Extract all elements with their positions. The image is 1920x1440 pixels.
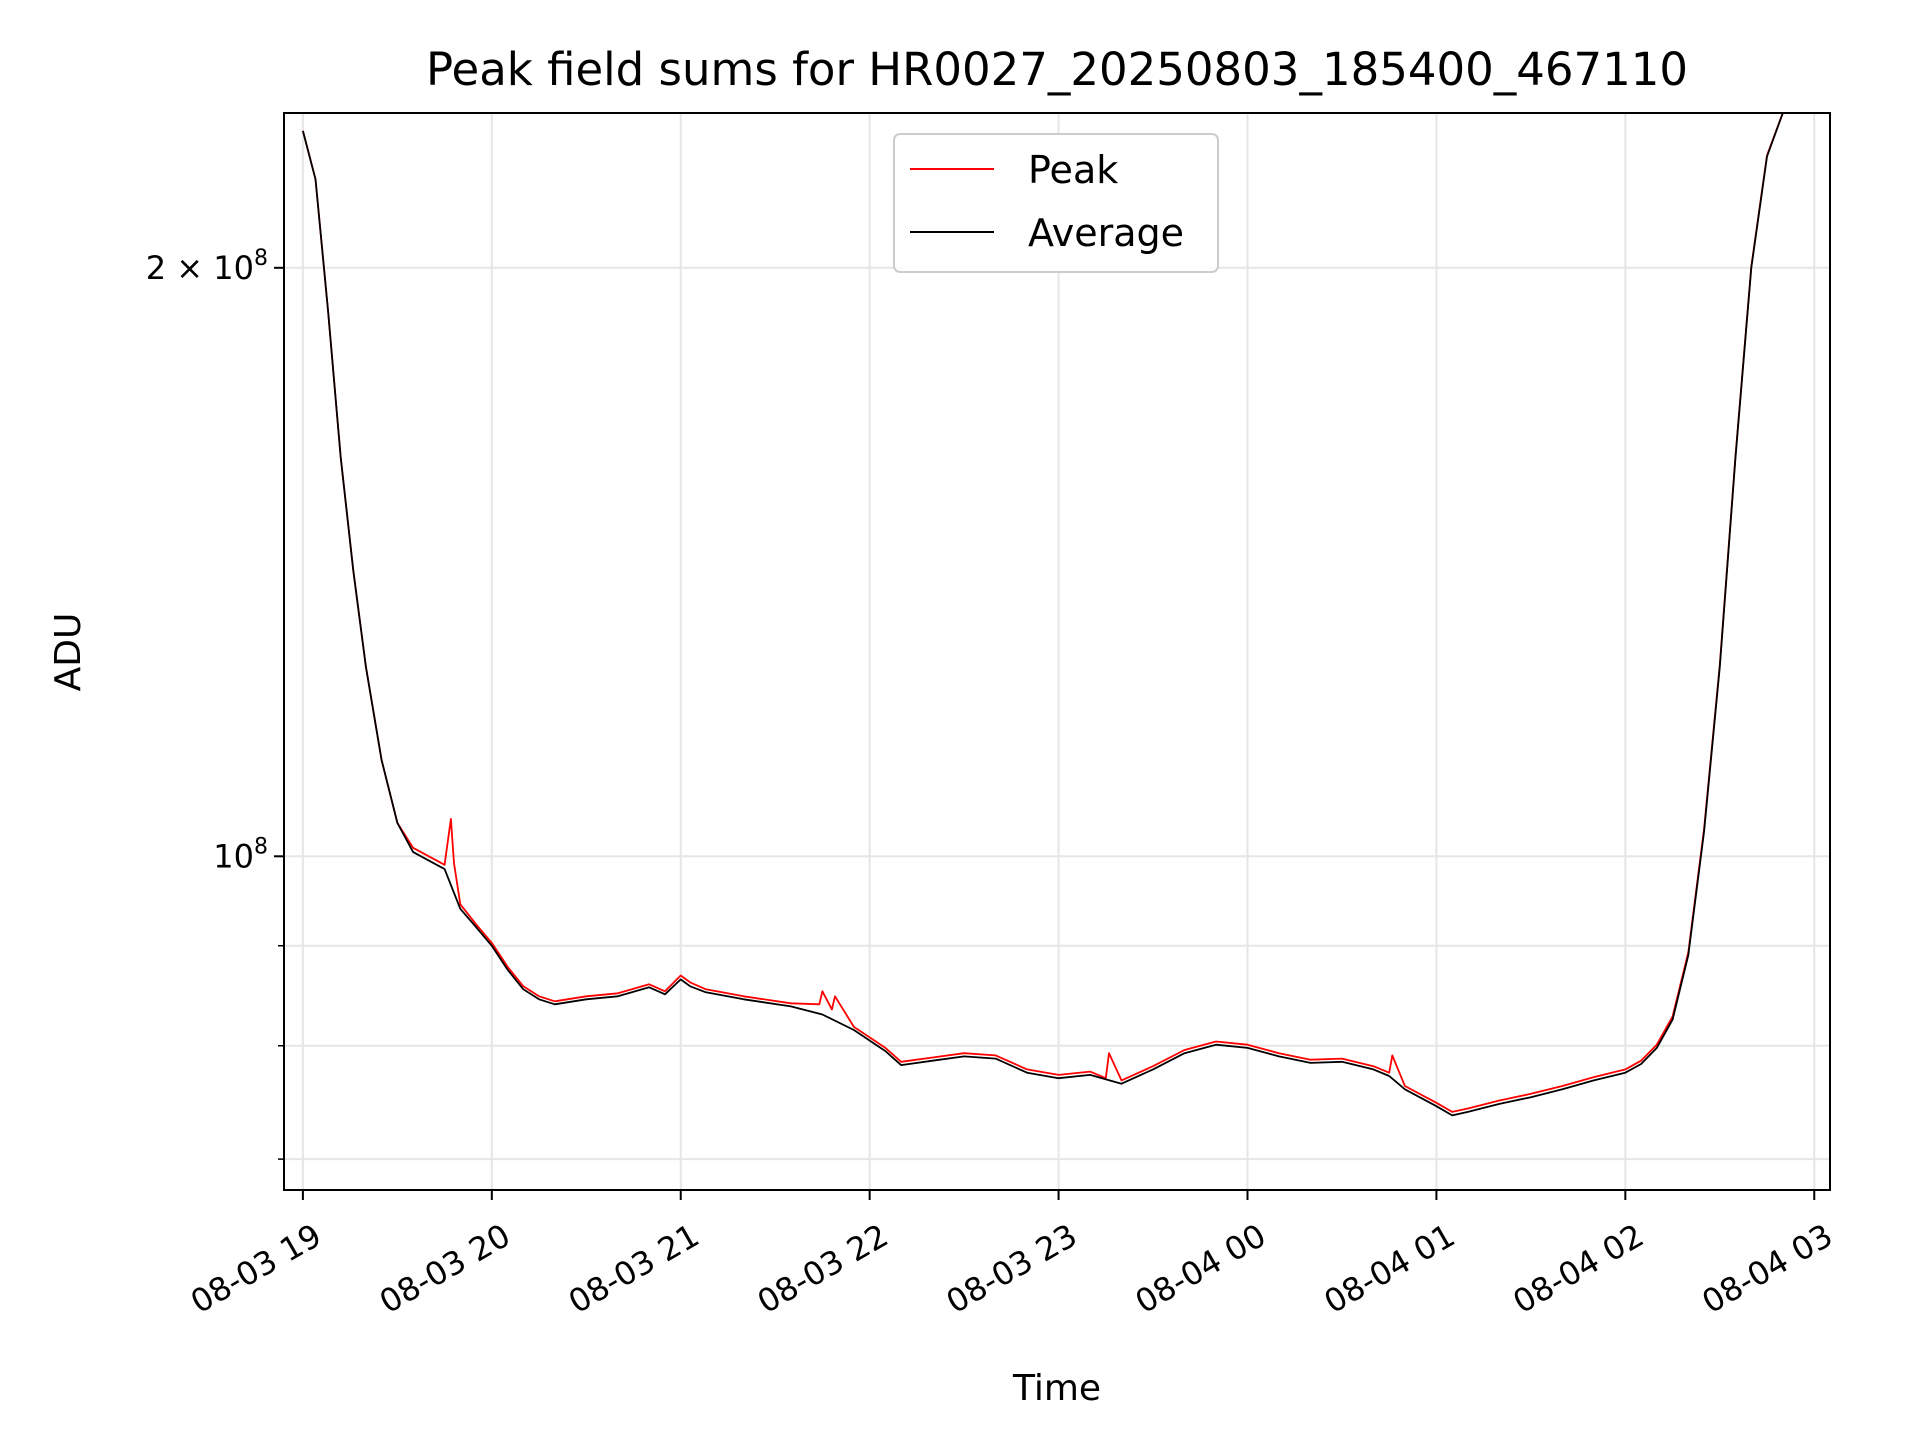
y-axis: 108 2 × 108	[146, 246, 284, 1160]
chart-title: Peak field sums for HR0027_20250803_1854…	[426, 43, 1688, 96]
legend-label-peak: Peak	[1028, 148, 1118, 192]
y-tick-label: 108	[213, 834, 268, 875]
y-axis-label: ADU	[48, 613, 89, 692]
plot-frame	[283, 112, 1831, 1191]
y-tick-label: 2 × 108	[146, 246, 268, 287]
legend: Peak Average	[893, 133, 1219, 273]
legend-label-average: Average	[1028, 211, 1184, 255]
series-line-average	[302, 113, 1796, 1117]
series-line-peak	[302, 113, 1796, 1113]
x-axis-label: Time	[1012, 1368, 1101, 1409]
series-layer	[302, 113, 1796, 1117]
